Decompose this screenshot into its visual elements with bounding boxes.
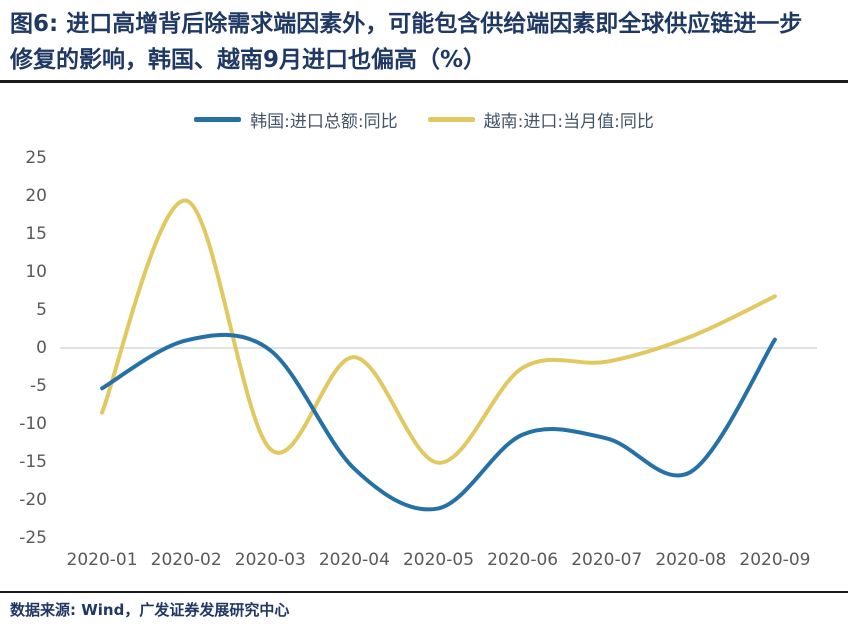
y-axis-tick-label: -5 [30,376,47,396]
chart-legend: 韩国:进口总额:同比 越南:进口:当月值:同比 [0,106,848,132]
series-line-vietnam [100,198,777,465]
y-axis-tick-label: 10 [25,262,47,282]
legend-item-korea: 韩国:进口总额:同比 [194,107,398,132]
y-axis-tick-label: 20 [25,186,47,206]
legend-label-korea: 韩国:进口总额:同比 [250,111,398,132]
legend-item-vietnam: 越南:进口:当月值:同比 [427,107,654,132]
series-line-korea [100,332,777,512]
y-axis-tick-label: 0 [36,338,47,358]
title-divider [0,80,848,83]
x-axis-tick-label: 2020-06 [487,550,558,570]
data-source: 数据来源: Wind，广发证券发展研究中心 [10,601,290,619]
legend-label-vietnam: 越南:进口:当月值:同比 [483,111,654,132]
y-axis-tick-label: -10 [19,414,47,434]
x-axis-tick-label: 2020-05 [403,550,474,570]
x-axis-tick-label: 2020-07 [571,550,642,570]
figure-title-line2: 修复的影响，韩国、越南9月进口也偏高（%） [10,47,487,73]
x-axis-tick-label: 2020-04 [319,550,390,570]
x-axis-tick-label: 2020-02 [151,550,222,570]
y-axis-tick-label: 15 [25,224,47,244]
x-axis-tick-label: 2020-01 [67,550,138,570]
legend-swatch-vietnam [427,116,475,122]
y-axis-tick-label: 25 [25,148,47,168]
figure-title-line1: 图6: 进口高增背后除需求端因素外，可能包含供给端因素即全球供应链进一步 [10,11,803,37]
legend-swatch-korea [194,116,242,122]
y-axis-tick-label: -15 [19,452,47,472]
y-axis-tick-label: 5 [36,300,47,320]
footer-divider [0,591,848,593]
x-axis-tick-label: 2020-08 [655,550,726,570]
figure-title: 图6: 进口高增背后除需求端因素外，可能包含供给端因素即全球供应链进一步 修复的… [10,6,840,78]
y-axis-tick-label: -25 [19,528,47,548]
x-axis-tick-label: 2020-03 [235,550,306,570]
line-chart: 25 20 15 10 5 0 -5 -10 -15 -20 -25 2020-01 2020-02 20… [19,148,817,570]
y-axis-tick-label: -20 [19,490,47,510]
x-axis-tick-label: 2020-09 [739,550,810,570]
